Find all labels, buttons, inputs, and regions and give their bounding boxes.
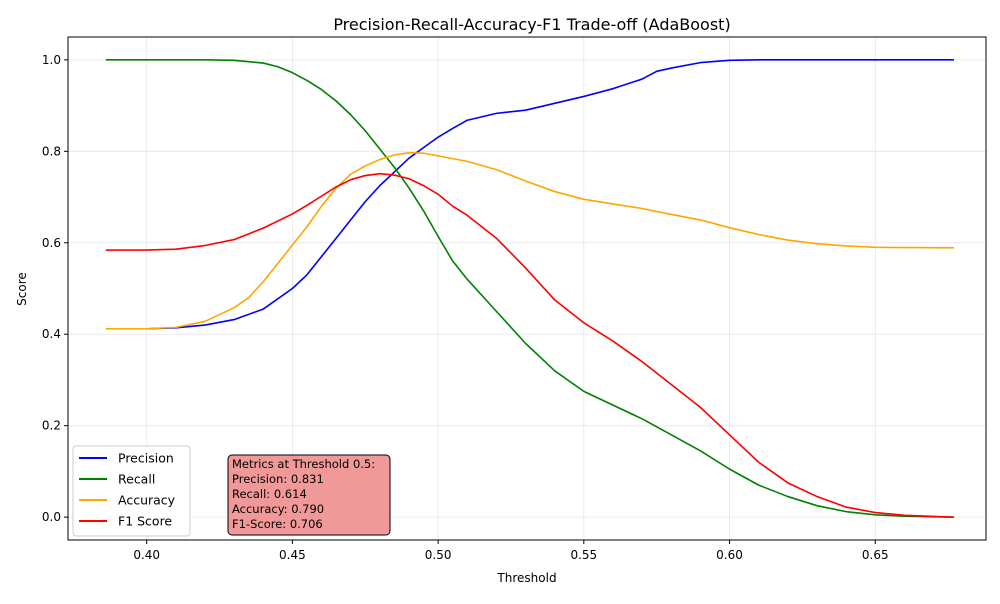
ticks: 0.40 0.45 0.50 0.55 0.60 0.65 0.0 0.2 0.4 0.6 0.8 1…	[42, 53, 889, 562]
y-tick-label: 0.6	[42, 236, 61, 250]
annotation-line: Metrics at Threshold 0.5:	[232, 457, 375, 471]
x-tick-label: 0.45	[279, 548, 306, 562]
legend-label: Precision	[118, 451, 174, 466]
legend-box	[72, 445, 191, 537]
axes-frame	[67, 36, 987, 541]
x-tick-label: 0.55	[570, 548, 597, 562]
y-tick-label: 0.2	[42, 419, 61, 433]
metrics-annotation: Metrics at Threshold 0.5:Precision: 0.83…	[227, 454, 391, 536]
series-line-recall	[105, 59, 954, 518]
annotation-line: Recall: 0.614	[232, 487, 307, 501]
annotation-box	[227, 454, 391, 536]
annotation-line: Precision: 0.831	[232, 472, 324, 486]
series-lines	[105, 59, 954, 518]
y-axis-label: Score	[15, 272, 29, 306]
x-tick-label: 0.40	[133, 548, 160, 562]
y-tick-label: 0.4	[42, 327, 61, 341]
y-tick-label: 1.0	[42, 53, 61, 67]
series-line-precision	[105, 59, 954, 330]
annotation-line: Accuracy: 0.790	[232, 502, 324, 516]
y-tick-label: 0.8	[42, 144, 61, 158]
chart-title: Precision-Recall-Accuracy-F1 Trade-off (…	[333, 15, 730, 34]
legend-label: F1 Score	[118, 514, 172, 529]
legend: Precision Recall Accuracy F1 Score	[72, 445, 191, 537]
series-line-accuracy	[105, 151, 954, 330]
x-tick-label: 0.50	[425, 548, 452, 562]
x-tick-label: 0.65	[862, 548, 889, 562]
y-tick-label: 0.0	[42, 510, 61, 524]
series-line-f1-score	[105, 172, 954, 518]
legend-label: Accuracy	[118, 493, 176, 508]
x-tick-label: 0.60	[716, 548, 743, 562]
grid	[68, 37, 986, 540]
annotation-line: F1-Score: 0.706	[232, 517, 323, 531]
x-axis-label: Threshold	[496, 571, 556, 585]
legend-label: Recall	[118, 472, 155, 487]
